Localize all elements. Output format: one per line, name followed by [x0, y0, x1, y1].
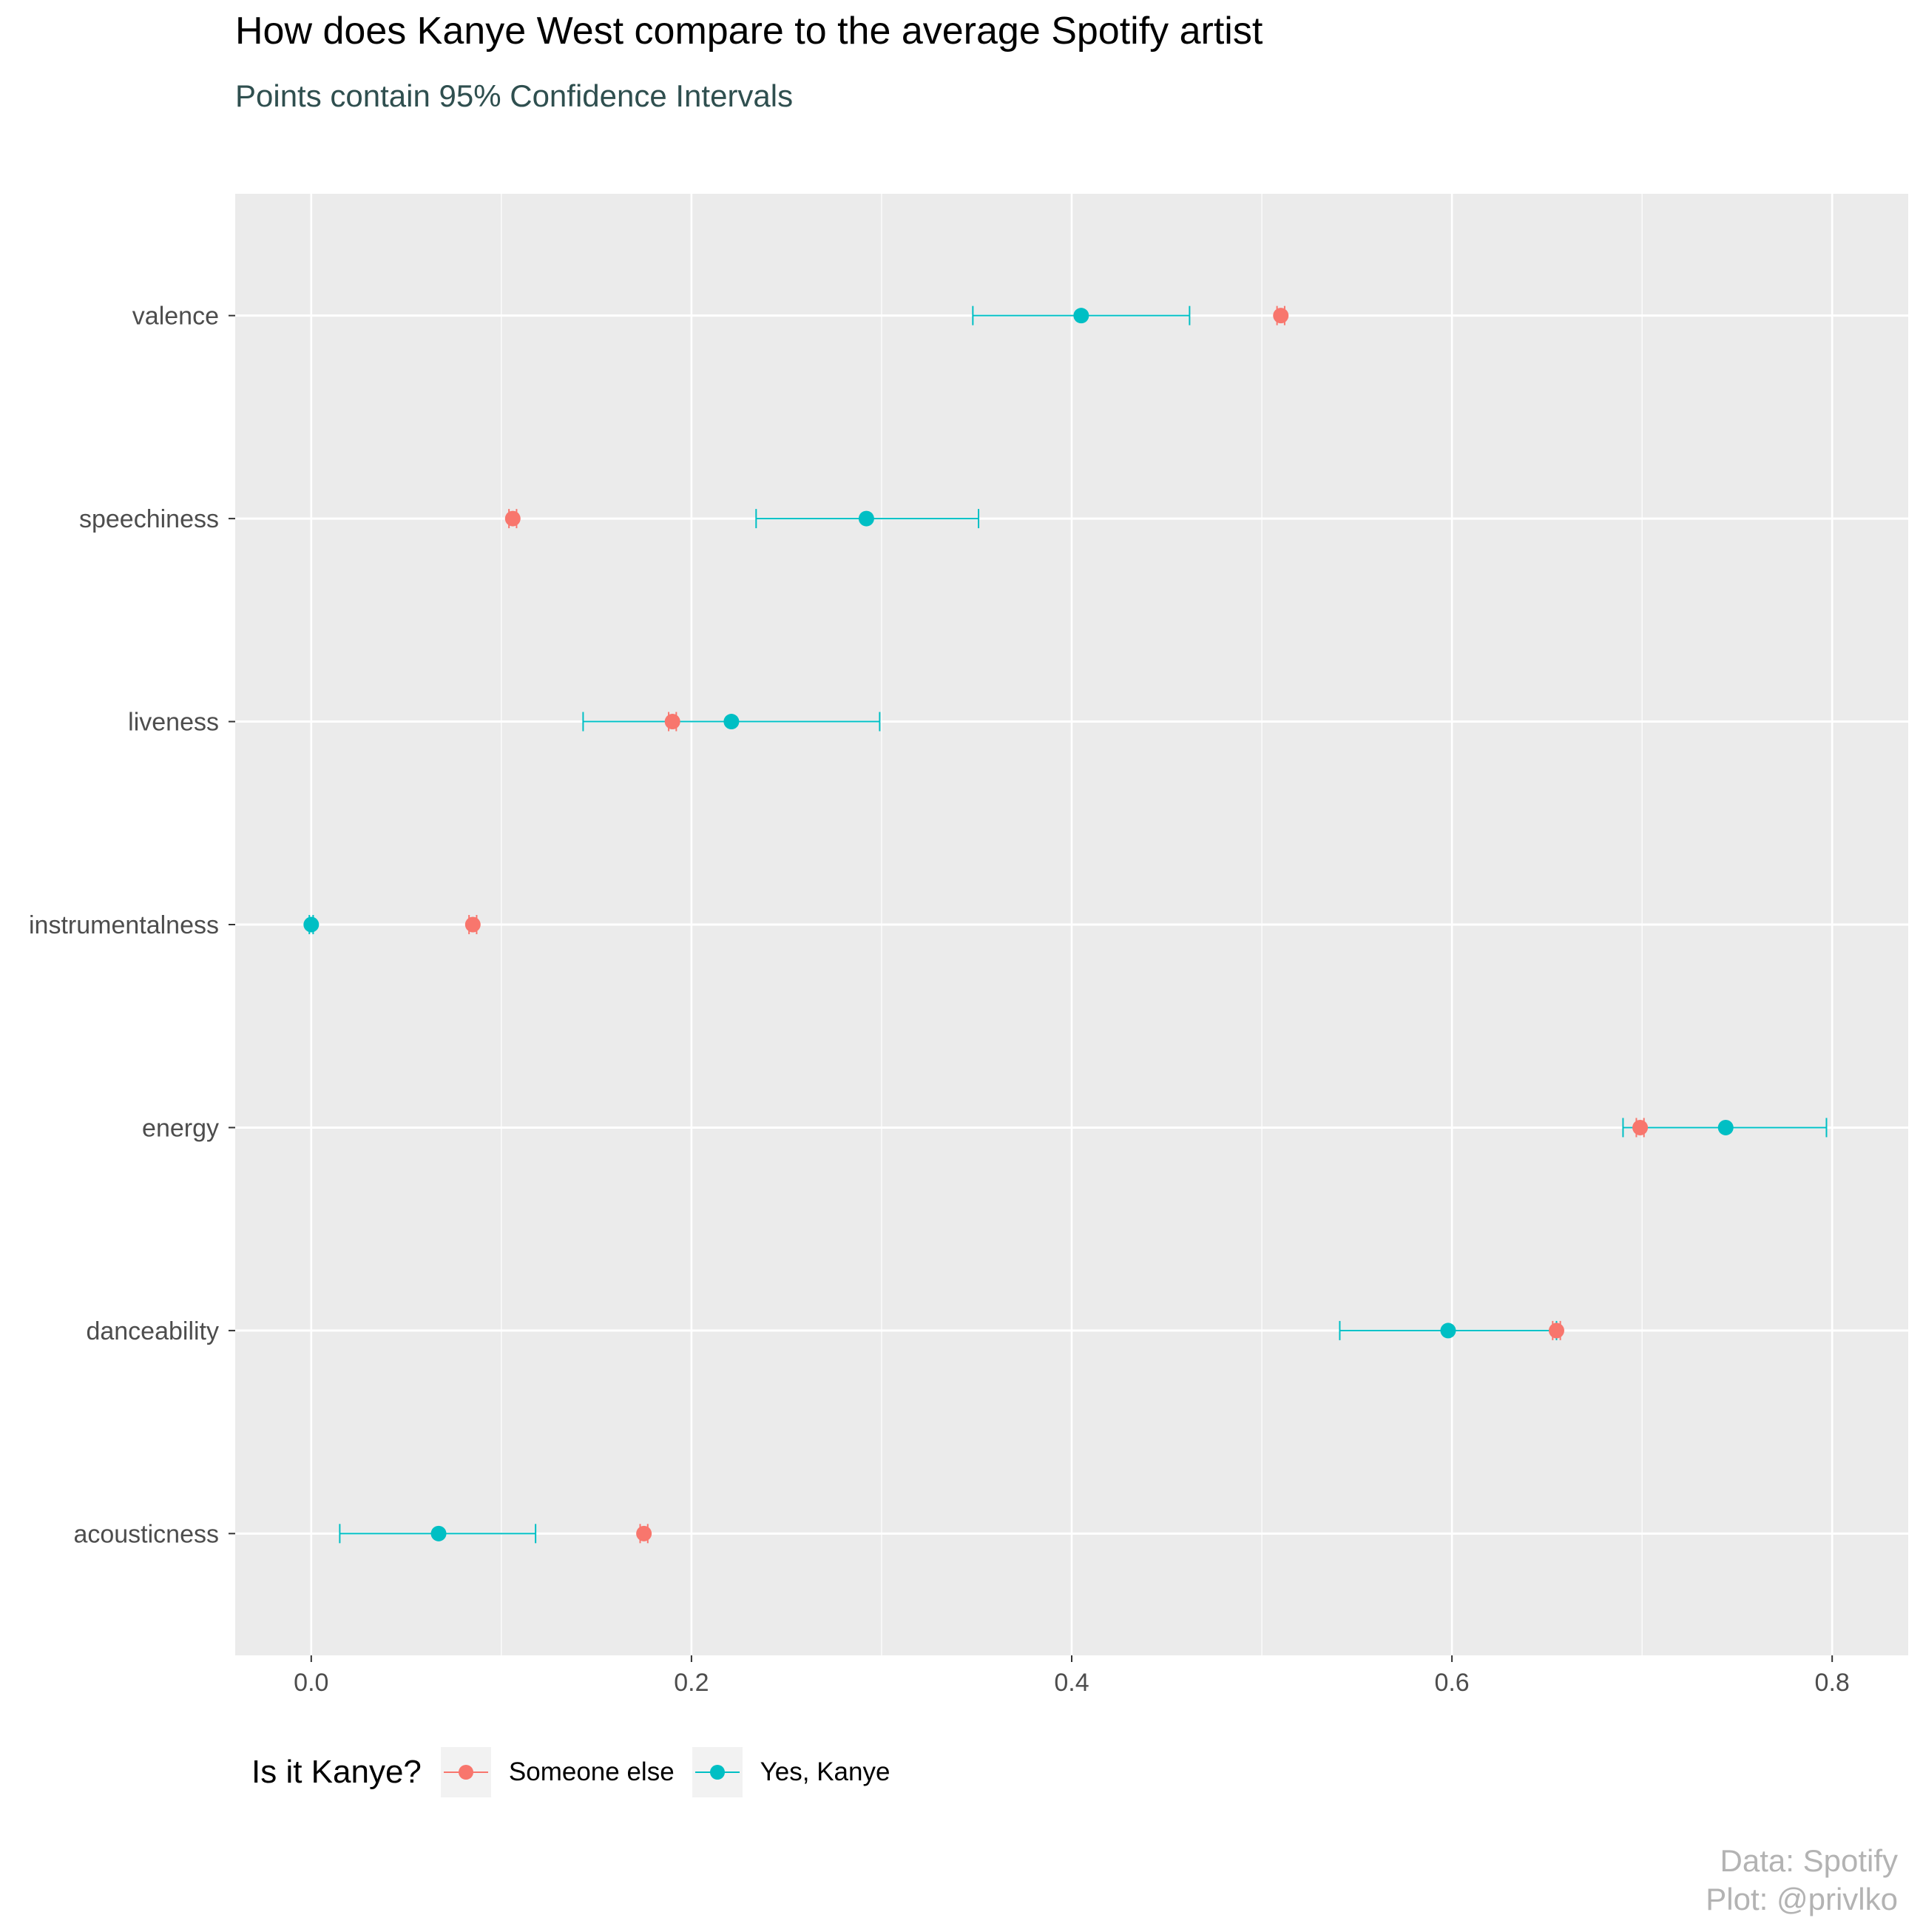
point-yes-kanye-acousticness: [430, 1525, 447, 1541]
point-yes-kanye-danceability: [1440, 1323, 1456, 1339]
point-someone-else-acousticness: [636, 1525, 652, 1541]
chart-plot: acousticness danceability energy instrument…: [29, 194, 1908, 1697]
point-yes-kanye-valence: [1073, 308, 1089, 324]
point-someone-else-instrumentalness: [464, 916, 481, 933]
point-yes-kanye-liveness: [723, 714, 740, 730]
caption-plot-credit: Plot: @privlko: [1706, 1882, 1898, 1916]
legend-label-yes-kanye: Yes, Kanye: [760, 1757, 890, 1786]
x-tick-label: 0.2: [674, 1669, 709, 1697]
chart-title: How does Kanye West compare to the avera…: [235, 10, 1263, 53]
legend-key-yes-kanye-point: [709, 1765, 725, 1780]
caption: Data: Spotify Plot: @privlko: [1706, 1842, 1898, 1919]
x-tick-label: 0.0: [294, 1669, 328, 1697]
point-yes-kanye-instrumentalness: [303, 916, 320, 933]
legend-key-someone-else-point: [458, 1765, 473, 1780]
point-someone-else-liveness: [664, 714, 680, 730]
legend-label-someone-else: Someone else: [508, 1757, 675, 1786]
y-tick-label-instrumentalness: instrumentalness: [29, 911, 219, 939]
point-yes-kanye-energy: [1717, 1119, 1734, 1135]
legend-title: Is it Kanye?: [251, 1754, 422, 1790]
x-tick-label: 0.6: [1434, 1669, 1469, 1697]
point-yes-kanye-speechiness: [858, 510, 874, 527]
point-someone-else-energy: [1632, 1119, 1649, 1135]
y-tick-label-valence: valence: [132, 303, 219, 331]
legend-key-someone-else: [440, 1747, 491, 1797]
y-tick-label-danceability: danceability: [86, 1317, 219, 1345]
legend-key-yes-kanye: [692, 1747, 743, 1797]
caption-data-source: Data: Spotify: [1720, 1843, 1898, 1878]
point-someone-else-danceability: [1548, 1323, 1564, 1339]
y-tick-label-acousticness: acousticness: [73, 1520, 219, 1548]
y-tick-label-speechiness: speechiness: [79, 505, 219, 533]
y-tick-label-energy: energy: [142, 1114, 219, 1142]
x-tick-label: 0.4: [1054, 1669, 1089, 1697]
point-someone-else-valence: [1273, 308, 1289, 324]
x-tick-label: 0.8: [1815, 1669, 1850, 1697]
y-tick-label-liveness: liveness: [128, 709, 219, 737]
point-someone-else-speechiness: [504, 510, 521, 527]
legend: Is it Kanye? Someone else Yes, Kanye: [251, 1747, 908, 1797]
chart-subtitle: Points contain 95% Confidence Intervals: [235, 78, 794, 113]
